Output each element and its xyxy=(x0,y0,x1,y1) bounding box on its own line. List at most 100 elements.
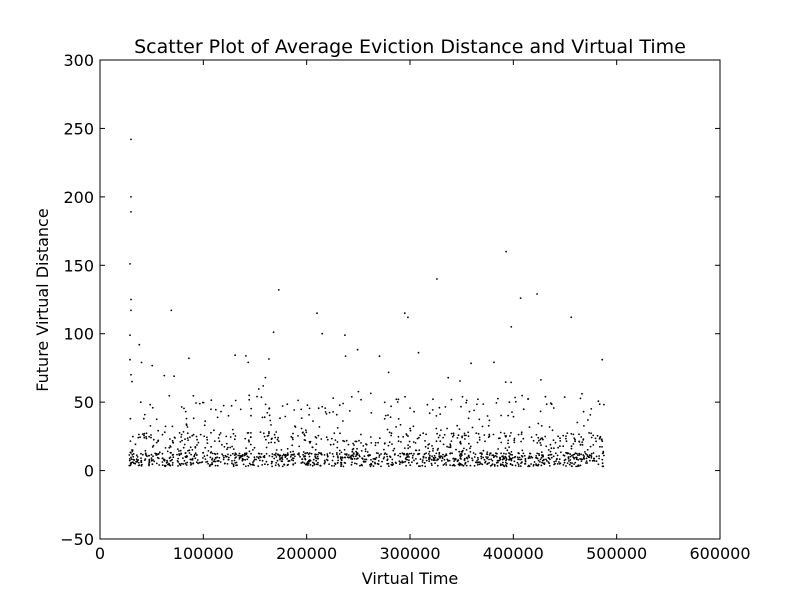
scatter-point xyxy=(595,460,598,462)
scatter-point xyxy=(360,398,362,401)
scatter-point xyxy=(323,462,326,465)
scatter-point xyxy=(280,449,283,451)
scatter-point xyxy=(139,401,142,404)
scatter-point xyxy=(544,435,547,438)
scatter-point xyxy=(185,423,188,426)
scatter-point xyxy=(130,456,132,459)
scatter-point xyxy=(393,447,396,450)
scatter-point xyxy=(397,435,400,438)
scatter-point xyxy=(502,456,505,459)
scatter-point xyxy=(350,454,353,457)
scatter-point xyxy=(292,450,294,453)
scatter-point xyxy=(262,432,265,435)
scatter-point xyxy=(427,443,430,446)
scatter-point xyxy=(540,456,543,459)
scatter-point xyxy=(461,395,464,398)
scatter-point xyxy=(565,437,567,440)
y-axis: −50 0 50 100 150 200 250 300 xyxy=(60,51,720,549)
scatter-point xyxy=(332,455,335,458)
scatter-point xyxy=(408,440,411,443)
scatter-point xyxy=(161,464,164,466)
scatter-point xyxy=(248,440,250,443)
scatter-point xyxy=(602,450,605,453)
scatter-point xyxy=(292,463,295,466)
scatter-point xyxy=(443,433,446,436)
scatter-point xyxy=(210,399,213,402)
scatter-point xyxy=(302,431,304,434)
scatter-point xyxy=(237,454,240,457)
scatter-point xyxy=(602,451,605,454)
scatter-point xyxy=(339,456,342,459)
scatter-point xyxy=(152,459,155,461)
scatter-point xyxy=(483,458,486,461)
scatter-point xyxy=(130,196,132,198)
scatter-point xyxy=(263,435,266,438)
scatter-point xyxy=(227,414,230,417)
scatter-point xyxy=(178,450,180,452)
scatter-point xyxy=(307,453,310,456)
scatter-point xyxy=(293,409,296,411)
scatter-point xyxy=(383,417,386,420)
scatter-point xyxy=(247,432,250,434)
scatter-point xyxy=(543,459,545,461)
scatter-point xyxy=(407,316,409,319)
scatter-point xyxy=(136,456,139,458)
scatter-point xyxy=(176,448,179,450)
scatter-point xyxy=(510,381,512,384)
scatter-point xyxy=(529,457,531,459)
scatter-point xyxy=(569,455,572,458)
scatter-point xyxy=(283,463,286,466)
scatter-point xyxy=(321,405,324,408)
scatter-point xyxy=(403,312,406,315)
scatter-point xyxy=(539,461,541,463)
scatter-point xyxy=(216,456,219,459)
scatter-point xyxy=(572,456,575,458)
scatter-point xyxy=(128,458,131,460)
scatter-point xyxy=(364,448,367,450)
scatter-point xyxy=(168,446,171,449)
scatter-point xyxy=(308,455,311,458)
scatter-point xyxy=(303,455,305,458)
scatter-point xyxy=(488,454,491,456)
scatter-point xyxy=(347,454,350,456)
scatter-point xyxy=(412,454,414,457)
scatter-point xyxy=(355,455,357,458)
scatter-point xyxy=(504,461,507,464)
scatter-point xyxy=(479,461,481,463)
scatter-point xyxy=(155,441,158,444)
scatter-point xyxy=(291,436,294,439)
scatter-point xyxy=(182,446,185,449)
scatter-point xyxy=(556,454,559,457)
scatter-point xyxy=(578,452,581,455)
scatter-point xyxy=(340,451,343,454)
scatter-point xyxy=(387,444,390,447)
scatter-point xyxy=(546,459,548,462)
scatter-point xyxy=(188,357,190,360)
scatter-point xyxy=(411,457,414,459)
scatter-point xyxy=(462,464,465,467)
scatter-point xyxy=(188,452,191,454)
scatter-point xyxy=(599,445,601,448)
scatter-point xyxy=(499,437,501,439)
scatter-point xyxy=(233,438,236,441)
scatter-point xyxy=(231,428,234,431)
scatter-point xyxy=(145,432,148,435)
scatter-point xyxy=(583,425,585,427)
scatter-point xyxy=(337,459,339,462)
scatter-point xyxy=(250,452,252,455)
scatter-point xyxy=(519,458,521,461)
scatter-point xyxy=(315,459,318,462)
scatter-point xyxy=(390,405,392,408)
scatter-point xyxy=(505,250,507,253)
scatter-point xyxy=(423,453,426,456)
scatter-point xyxy=(288,459,290,462)
scatter-point xyxy=(440,429,442,431)
scatter-point xyxy=(564,458,567,461)
scatter-point xyxy=(168,464,171,466)
scatter-point xyxy=(421,464,424,467)
scatter-point xyxy=(477,456,479,459)
scatter-point xyxy=(289,455,292,458)
scatter-point xyxy=(417,453,419,456)
scatter-point xyxy=(524,462,527,465)
scatter-point xyxy=(273,441,276,444)
